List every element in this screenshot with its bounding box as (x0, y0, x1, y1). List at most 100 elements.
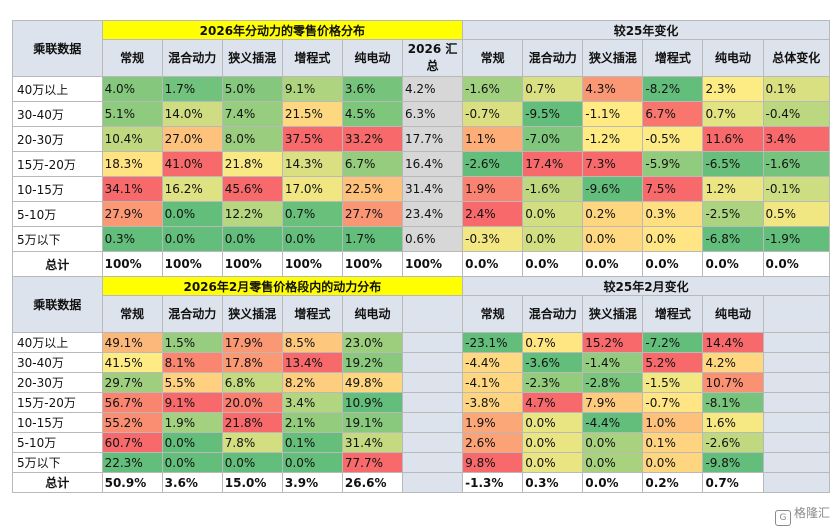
change-cell: -9.8% (702, 452, 764, 473)
change-cell: -2.8% (582, 372, 644, 393)
share-cell: 3.6% (341, 76, 403, 102)
share-cell: 0.3% (101, 226, 163, 252)
empty-cell (762, 352, 831, 373)
empty-cell (762, 472, 831, 493)
share-cell: 4.2% (401, 76, 464, 102)
change-cell: 11.6% (702, 126, 764, 152)
table-row: 40万以上 49.1% 1.5% 17.9% 8.5% 23.0% -23.1% 0.7% 15… (12, 332, 831, 353)
bottom-title-row: 乘联数据 2026年2月零售价格段内的动力分布 较25年2月变化 (12, 276, 830, 333)
share-cell: 60.7% (101, 432, 163, 453)
table-row: 5-10万 60.7% 0.0% 7.8% 0.1% 31.4% 2.6% 0.0% 0.0% 0… (12, 432, 831, 453)
change-cell: 0.1% (762, 76, 831, 102)
share-cell: 7.4% (221, 101, 283, 127)
share-cell: 14.0% (161, 101, 223, 127)
change-cell: 0.0% (522, 432, 584, 453)
empty-cell (762, 412, 831, 433)
price-band-label: 5-10万 (12, 201, 103, 227)
share-cell: 0.0% (161, 201, 223, 227)
change-cell: -9.5% (522, 101, 584, 127)
share-cell: 8.2% (281, 372, 343, 393)
share-cell: 21.5% (281, 101, 343, 127)
column-header: 狭义插混 (582, 39, 644, 77)
share-cell: 16.4% (401, 151, 464, 177)
price-band-label: 40万以上 (12, 76, 103, 102)
column-header: 狭义插混 (221, 295, 283, 333)
share-cell: 1.7% (161, 76, 223, 102)
change-cell: -1.4% (582, 352, 644, 373)
price-band-label: 5-10万 (12, 432, 103, 453)
share-cell: 17.8% (221, 352, 283, 373)
total-change-cell: 0.2% (642, 472, 704, 493)
share-cell: 6.8% (221, 372, 283, 393)
column-header: 混合动力 (161, 39, 223, 77)
change-cell: 0.1% (642, 432, 704, 453)
change-cell: 14.4% (702, 332, 764, 353)
share-cell: 23.4% (401, 201, 464, 227)
share-cell: 17.0% (281, 176, 343, 202)
price-band-label: 15万-20万 (12, 392, 103, 413)
total-cell: 100% (281, 251, 343, 277)
change-cell: 7.3% (582, 151, 644, 177)
column-header: 常规 (462, 39, 524, 77)
table-row: 10-15万 55.2% 1.9% 21.8% 2.1% 19.1% 1.9% 0.0% -4.… (12, 412, 831, 433)
price-distribution-table: 乘联数据 2026年分动力的零售价格分布 较25年变化 常规 混合动力 狭义插混 增程式 纯电… (12, 20, 831, 493)
empty-cell (762, 332, 831, 353)
change-cell: -4.4% (462, 352, 524, 373)
top-title-row: 乘联数据 2026年分动力的零售价格分布 较25年变化 (12, 20, 830, 77)
share-cell: 8.5% (281, 332, 343, 353)
change-cell: -3.6% (522, 352, 584, 373)
total-cell: 3.6% (161, 472, 223, 493)
total-cell: 100% (221, 251, 283, 277)
change-cell: 0.7% (702, 101, 764, 127)
change-cell: 3.4% (762, 126, 831, 152)
share-cell: 5.0% (221, 76, 283, 102)
change-cell: -7.0% (522, 126, 584, 152)
change-cell: -8.1% (702, 392, 764, 413)
total-change-cell: 0.3% (522, 472, 584, 493)
share-cell: 20.0% (221, 392, 283, 413)
share-cell: 0.0% (161, 226, 223, 252)
share-cell: 31.4% (341, 432, 403, 453)
change-cell: 1.1% (462, 126, 524, 152)
change-cell: 0.5% (762, 201, 831, 227)
share-cell: 21.8% (221, 151, 283, 177)
total-cell: 100% (401, 251, 464, 277)
share-cell: 6.3% (401, 101, 464, 127)
change-cell: 0.0% (522, 201, 584, 227)
share-cell: 5.1% (101, 101, 163, 127)
change-cell: -1.6% (522, 176, 584, 202)
change-cell: 0.0% (522, 452, 584, 473)
change-cell: -23.1% (462, 332, 524, 353)
total-label: 总计 (12, 251, 103, 277)
total-label: 总计 (12, 472, 103, 493)
price-band-label: 5万以下 (12, 226, 103, 252)
change-cell: -0.5% (642, 126, 704, 152)
share-cell: 56.7% (101, 392, 163, 413)
total-cell: 100% (101, 251, 163, 277)
change-cell: 0.3% (642, 201, 704, 227)
empty-cell (762, 452, 831, 473)
share-cell: 41.5% (101, 352, 163, 373)
change-cell: -0.4% (762, 101, 831, 127)
table-row: 15万-20万 18.3% 41.0% 21.8% 14.3% 6.7% 16.4% -2.6… (12, 151, 831, 177)
change-cell: -8.2% (642, 76, 704, 102)
price-band-label: 20-30万 (12, 126, 103, 152)
share-cell: 29.7% (101, 372, 163, 393)
column-header: 2026 汇总 (401, 39, 464, 77)
change-cell: -2.5% (702, 201, 764, 227)
price-band-label: 20-30万 (12, 372, 103, 393)
share-cell: 4.0% (101, 76, 163, 102)
share-cell: 5.5% (161, 372, 223, 393)
total-change-cell: 0.0% (462, 251, 524, 277)
share-cell: 6.7% (341, 151, 403, 177)
change-cell: -5.9% (642, 151, 704, 177)
share-cell: 22.3% (101, 452, 163, 473)
top-title-change: 较25年变化 (462, 20, 830, 40)
column-header: 增程式 (281, 39, 343, 77)
share-cell: 9.1% (161, 392, 223, 413)
change-cell: 5.2% (642, 352, 704, 373)
bottom-title-change: 较25年2月变化 (462, 276, 830, 296)
change-cell: 0.0% (642, 452, 704, 473)
column-header: 狭义插混 (582, 295, 644, 333)
share-cell: 3.4% (281, 392, 343, 413)
